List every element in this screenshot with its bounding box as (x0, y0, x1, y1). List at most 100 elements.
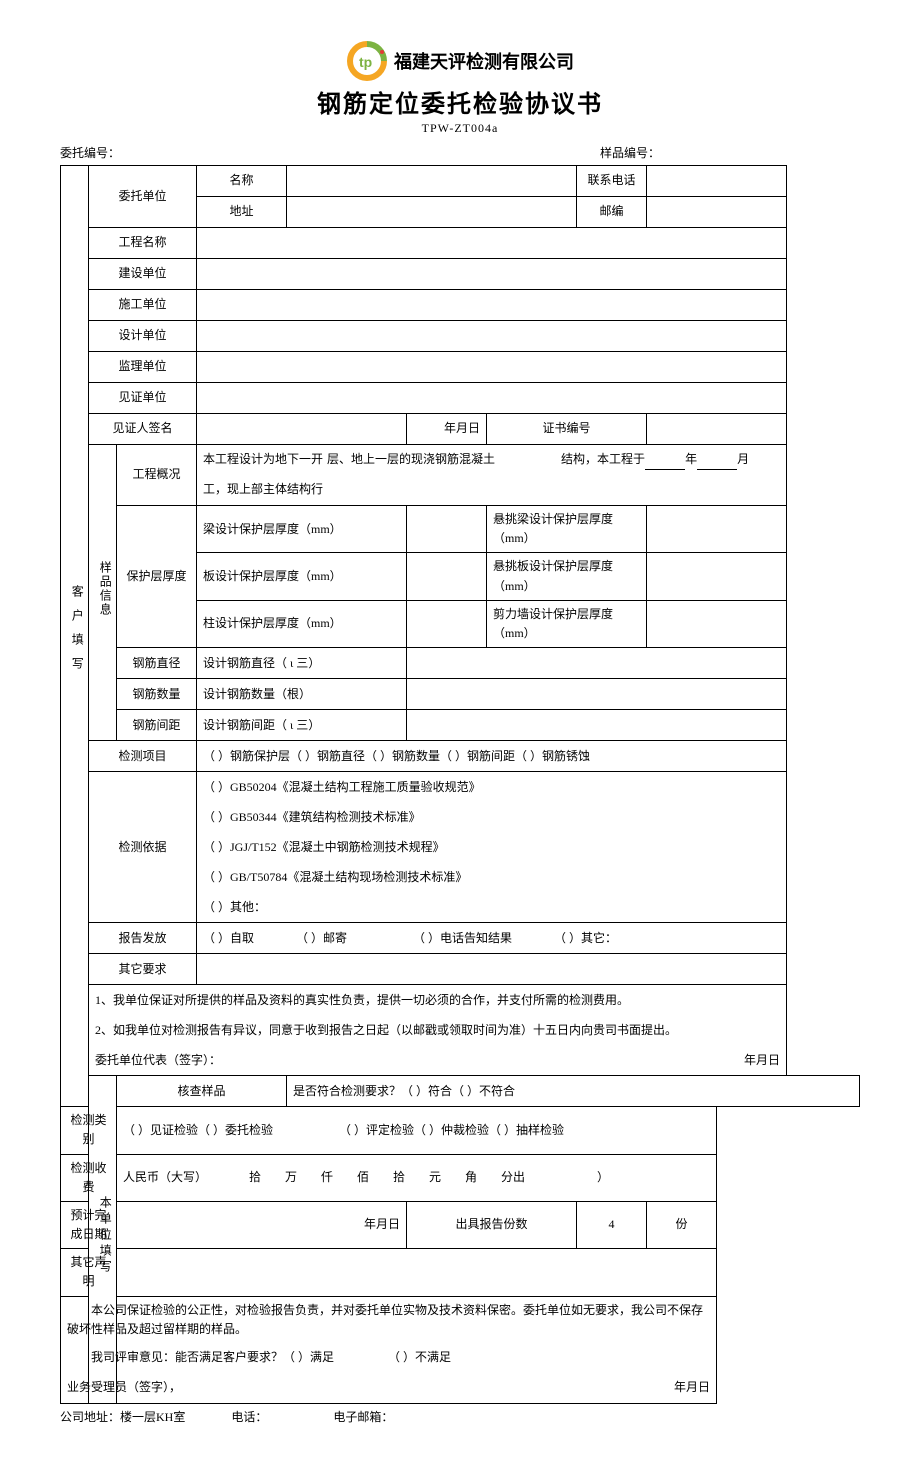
test-basis-label: 检测依据 (89, 772, 197, 923)
bar-space-design-label: 设计钢筋间距（ ι 三） (197, 710, 407, 741)
cover-thickness-label: 保护层厚度 (117, 506, 197, 648)
check-sample-label: 核查样品 (117, 1076, 287, 1107)
basis-4[interactable]: （ ）GB/T50784《混凝土结构现场检测技术标准》 (197, 862, 787, 892)
bar-qty-design-label: 设计钢筋数量（根） (197, 679, 407, 710)
company-decl-1: 本公司保证检验的公正性，对检验报告负责，并对委托单位实物及技术资料保密。委托单位… (61, 1296, 717, 1343)
basis-1[interactable]: （ ）GB50204《混凝土结构工程施工质量验收规范》 (197, 772, 787, 803)
document-header: tp 福建天评检测有限公司 钢筋定位委托检验协议书 TPW-ZT004a (60, 40, 860, 136)
witness-sign-value[interactable] (197, 414, 407, 445)
handler-row: 业务受理员（签字）， 年月日 (61, 1373, 717, 1404)
cantilever-beam-cover-value[interactable] (647, 506, 787, 553)
contact-phone-label: 联系电话 (577, 166, 647, 197)
overview-line1: 本工程设计为地下一开层、地上一层的现浇钢筋混凝土 结构，本工程于年月 (197, 445, 787, 476)
report-copies-unit: 份 (647, 1201, 717, 1248)
document-code: TPW-ZT004a (60, 121, 860, 136)
handler-date: 年月日 (674, 1378, 710, 1397)
entrust-no-label: 委托编号： (60, 144, 120, 161)
check-sample-text[interactable]: 是否符合检测要求？（ ）符合（ ）不符合 (287, 1076, 860, 1107)
bar-dia-design-label: 设计钢筋直径（ ι 三） (197, 648, 407, 679)
postcode-label: 邮编 (577, 197, 647, 228)
beam-cover-value[interactable] (407, 506, 487, 553)
witness-sign-label: 见证人签名 (89, 414, 197, 445)
rep-sign-row: 委托单位代表（签字）： 年月日 (89, 1045, 787, 1076)
declaration-2: 2、如我单位对检测报告有异议，同意于收到报告之日起（以邮戳或领取时间为准）十五日… (89, 1015, 787, 1045)
company-logo-icon: tp (346, 40, 388, 82)
footer-tel: 电话： (231, 1410, 267, 1424)
column-cover-value[interactable] (407, 600, 487, 647)
footer: 公司地址：楼一层KH室 电话： 电子邮箱： (60, 1408, 860, 1425)
sample-no-label: 样品编号： (600, 144, 660, 161)
footer-address: 公司地址：楼一层KH室 (60, 1410, 185, 1424)
supervise-unit-value[interactable] (197, 352, 787, 383)
test-item-options[interactable]: （ ）钢筋保护层（ ）钢筋直径（ ）钢筋数量（ ）钢筋间距（ ）钢筋锈蚀 (197, 741, 787, 772)
project-name-value[interactable] (197, 228, 787, 259)
report-delivery-options[interactable]: （ ）自取 （ ）邮寄 （ ）电话告知结果 （ ）其它： (197, 923, 787, 954)
expect-date-value[interactable]: 年月日 (117, 1201, 407, 1248)
test-fee-label: 检测收费 (61, 1154, 117, 1201)
test-fee-text[interactable]: 人民币（大写） 拾 万 仟 佰 拾 元 角 分出 ） (117, 1154, 717, 1201)
contact-phone-value[interactable] (647, 166, 787, 197)
construct-unit-value[interactable] (197, 290, 787, 321)
project-name-label: 工程名称 (89, 228, 197, 259)
test-type-options[interactable]: （ ）见证检验（ ）委托检验 （ ）评定检验（ ）仲裁检验（ ）抽样检验 (117, 1107, 717, 1154)
bar-qty-label: 钢筋数量 (117, 679, 197, 710)
overview-line2: 工，现上部主体结构行 (197, 475, 787, 506)
cert-no-label: 证书编号 (487, 414, 647, 445)
bar-space-label: 钢筋间距 (117, 710, 197, 741)
postcode-value[interactable] (647, 197, 787, 228)
logo-row: tp 福建天评检测有限公司 (60, 40, 860, 82)
slab-cover-value[interactable] (407, 553, 487, 600)
build-unit-label: 建设单位 (89, 259, 197, 290)
basis-3[interactable]: （ ）JGJ/T152《混凝土中钢筋检测技术规程》 (197, 832, 787, 862)
design-unit-value[interactable] (197, 321, 787, 352)
shear-wall-cover-label: 剪力墙设计保护层厚度（mm） (487, 600, 647, 647)
top-numbers: 委托编号： 样品编号： (60, 144, 860, 161)
entrust-unit-label: 委托单位 (89, 166, 197, 228)
test-type-label: 检测类别 (61, 1107, 117, 1154)
basis-5[interactable]: （ ）其他： (197, 892, 787, 923)
slab-cover-label: 板设计保护层厚度（mm） (197, 553, 407, 600)
declaration-1: 1、我单位保证对所提供的样品及资料的真实性负责，提供一切必须的合作，并支付所需的… (89, 985, 787, 1016)
overview-label: 工程概况 (117, 445, 197, 506)
shear-wall-cover-value[interactable] (647, 600, 787, 647)
name-value[interactable] (287, 166, 577, 197)
company-name: 福建天评检测有限公司 (394, 48, 574, 74)
witness-date: 年月日 (407, 414, 487, 445)
other-decl-value[interactable] (117, 1249, 717, 1296)
cert-no-value[interactable] (647, 414, 787, 445)
name-label: 名称 (197, 166, 287, 197)
construct-unit-label: 施工单位 (89, 290, 197, 321)
test-item-label: 检测项目 (89, 741, 197, 772)
cantilever-beam-cover-label: 悬挑梁设计保护层厚度（mm） (487, 506, 647, 553)
bar-space-value[interactable] (407, 710, 787, 741)
company-decl-2[interactable]: 我司评审意见：能否满足客户要求？（ ）满足 （ ）不满足 (61, 1343, 717, 1373)
handler-label: 业务受理员（签字）， (67, 1380, 181, 1394)
customer-section-label: 客户填写 (61, 166, 89, 1107)
other-req-label: 其它要求 (89, 954, 197, 985)
beam-cover-label: 梁设计保护层厚度（mm） (197, 506, 407, 553)
bar-dia-value[interactable] (407, 648, 787, 679)
address-value[interactable] (287, 197, 577, 228)
report-copies-value: 4 (577, 1201, 647, 1248)
footer-email: 电子邮箱： (333, 1410, 393, 1424)
cantilever-slab-cover-value[interactable] (647, 553, 787, 600)
report-copies-label: 出具报告份数 (407, 1201, 577, 1248)
cantilever-slab-cover-label: 悬挑板设计保护层厚度（mm） (487, 553, 647, 600)
design-unit-label: 设计单位 (89, 321, 197, 352)
bar-dia-label: 钢筋直径 (117, 648, 197, 679)
witness-unit-value[interactable] (197, 383, 787, 414)
column-cover-label: 柱设计保护层厚度（mm） (197, 600, 407, 647)
document-title: 钢筋定位委托检验协议书 (60, 84, 860, 119)
address-label: 地址 (197, 197, 287, 228)
other-req-value[interactable] (197, 954, 787, 985)
main-form-table: 客户填写 委托单位 名称 联系电话 地址 邮编 工程名称 建设单位 施工单位 设… (60, 165, 860, 1404)
rep-sign-date: 年月日 (744, 1051, 780, 1070)
sample-info-label: 样品信息 (89, 445, 117, 741)
bar-qty-value[interactable] (407, 679, 787, 710)
build-unit-value[interactable] (197, 259, 787, 290)
report-delivery-label: 报告发放 (89, 923, 197, 954)
basis-2[interactable]: （ ）GB50344《建筑结构检测技术标准》 (197, 802, 787, 832)
supervise-unit-label: 监理单位 (89, 352, 197, 383)
rep-sign-label: 委托单位代表（签字）： (95, 1053, 221, 1067)
svg-text:tp: tp (359, 54, 372, 70)
